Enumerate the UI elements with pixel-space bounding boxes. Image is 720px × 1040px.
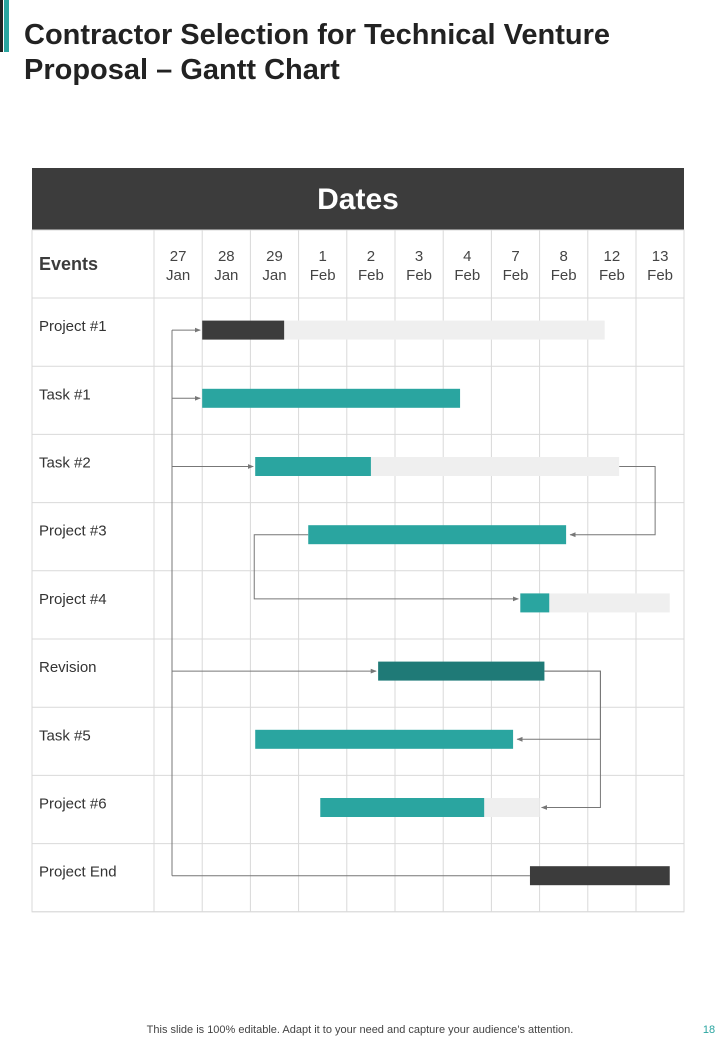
- dependency-arrow: [540, 670, 601, 810]
- dates-header-band: [32, 168, 684, 230]
- date-tick-month: Jan: [166, 267, 190, 284]
- date-tick-day: 2: [367, 248, 375, 265]
- event-label: Task #1: [39, 386, 91, 403]
- page-number: 18: [702, 1024, 716, 1036]
- date-tick-day: 13: [652, 248, 669, 265]
- date-tick-month: Feb: [503, 267, 529, 284]
- date-tick-day: 1: [319, 248, 327, 265]
- date-tick-month: Feb: [599, 267, 625, 284]
- page-title: Contractor Selection for Technical Ventu…: [24, 19, 611, 86]
- gantt-bar: [255, 729, 514, 749]
- event-label: Project #3: [39, 523, 107, 540]
- date-tick-month: Jan: [214, 267, 238, 284]
- gantt-bar: [255, 457, 371, 476]
- gantt-bar: [320, 798, 485, 817]
- event-label: Task #2: [39, 455, 91, 472]
- event-label: Project #4: [39, 591, 107, 608]
- date-tick-day: 7: [511, 248, 519, 265]
- dates-header-label: Dates: [317, 183, 399, 216]
- event-label: Task #5: [39, 727, 91, 744]
- date-tick-month: Feb: [454, 267, 480, 284]
- event-label: Project End: [39, 864, 117, 881]
- event-label: Project #1: [39, 318, 107, 335]
- gantt-bar: [308, 525, 567, 545]
- date-tick-month: Feb: [358, 267, 384, 284]
- date-tick-month: Jan: [262, 267, 286, 284]
- gantt-bar: [520, 593, 550, 613]
- gantt-bar: [202, 320, 285, 340]
- date-tick-day: 28: [218, 248, 235, 265]
- date-tick-month: Feb: [310, 267, 336, 284]
- gantt-track: [520, 593, 670, 613]
- gantt-track: [202, 320, 605, 340]
- dependency-arrow: [569, 466, 656, 538]
- gantt-bar: [202, 388, 461, 408]
- event-label: Revision: [39, 659, 97, 676]
- footer-note: This slide is 100% editable. Adapt it to…: [146, 1024, 574, 1036]
- events-column-header: Events: [39, 254, 98, 274]
- date-tick-day: 3: [415, 248, 423, 265]
- date-tick-month: Feb: [647, 267, 673, 284]
- date-tick-day: 8: [560, 248, 568, 265]
- date-tick-day: 29: [266, 248, 283, 265]
- event-label: Project #6: [39, 796, 107, 813]
- dependency-arrow: [253, 534, 519, 602]
- title-accent-teal: [4, 0, 9, 52]
- title-accent-dark: [0, 0, 3, 52]
- date-tick-month: Feb: [551, 267, 577, 284]
- date-tick-day: 27: [170, 248, 187, 265]
- date-tick-month: Feb: [406, 267, 432, 284]
- date-tick-day: 4: [463, 248, 471, 265]
- gantt-bar: [378, 661, 545, 681]
- gantt-bar: [529, 866, 670, 886]
- date-tick-day: 12: [604, 248, 621, 265]
